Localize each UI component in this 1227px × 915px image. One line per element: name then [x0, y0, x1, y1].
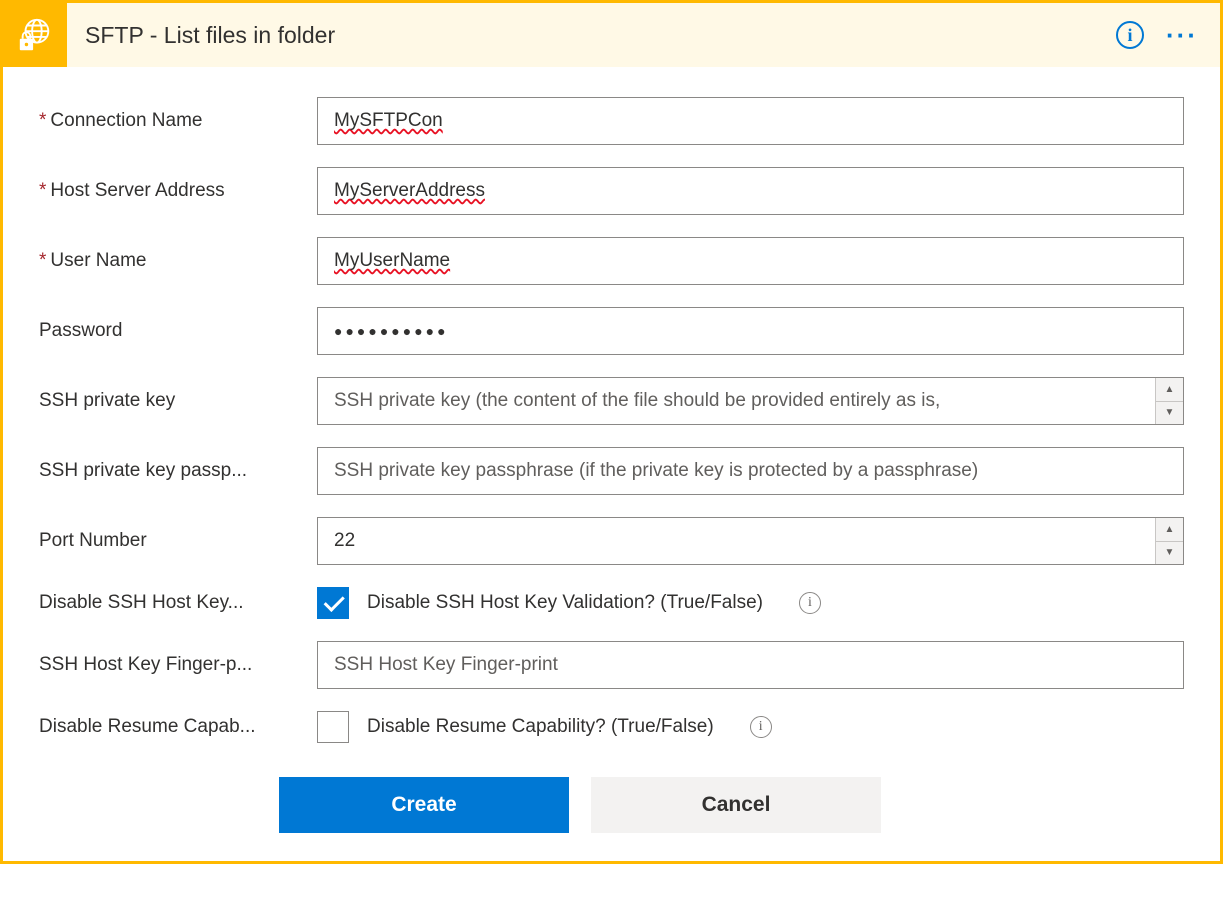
fingerprint-input[interactable]: [317, 641, 1184, 689]
disable-resume-checkbox[interactable]: [317, 711, 349, 743]
ssh-key-label: SSH private key: [39, 390, 317, 412]
port-spinner[interactable]: ▲ ▼: [1155, 518, 1183, 564]
connection-name-label: Connection Name: [39, 110, 317, 132]
footer-actions: Create Cancel: [39, 777, 1184, 833]
card-body: Connection Name MySFTPCon Host Server Ad…: [3, 67, 1220, 861]
create-button[interactable]: Create: [279, 777, 569, 833]
disable-resume-desc: Disable Resume Capability? (True/False): [367, 716, 714, 738]
chevron-down-icon[interactable]: ▼: [1156, 542, 1183, 565]
password-input[interactable]: ●●●●●●●●●●: [317, 307, 1184, 355]
disable-hostkey-label: Disable SSH Host Key...: [39, 592, 317, 614]
globe-lock-icon: [16, 16, 54, 54]
ssh-key-input[interactable]: [317, 377, 1184, 425]
port-label: Port Number: [39, 530, 317, 552]
password-label: Password: [39, 320, 317, 342]
disable-hostkey-desc: Disable SSH Host Key Validation? (True/F…: [367, 592, 763, 614]
disable-hostkey-checkbox[interactable]: [317, 587, 349, 619]
port-input[interactable]: [317, 517, 1184, 565]
ssh-key-pass-label: SSH private key passp...: [39, 460, 317, 482]
user-name-input[interactable]: MyUserName: [317, 237, 1184, 285]
disable-resume-label: Disable Resume Capab...: [39, 716, 317, 738]
info-icon[interactable]: i: [1116, 21, 1144, 49]
user-name-label: User Name: [39, 250, 317, 272]
chevron-up-icon[interactable]: ▲: [1156, 518, 1183, 542]
info-hint-icon[interactable]: i: [799, 592, 821, 614]
connector-icon-tile: [3, 3, 67, 67]
sftp-connector-card: SFTP - List files in folder i ··· Connec…: [0, 0, 1223, 864]
host-server-input[interactable]: MyServerAddress: [317, 167, 1184, 215]
connection-name-input[interactable]: MySFTPCon: [317, 97, 1184, 145]
chevron-down-icon[interactable]: ▼: [1156, 402, 1183, 425]
info-hint-icon[interactable]: i: [750, 716, 772, 738]
cancel-button[interactable]: Cancel: [591, 777, 881, 833]
card-header: SFTP - List files in folder i ···: [3, 3, 1220, 67]
card-title: SFTP - List files in folder: [67, 22, 1116, 49]
ssh-key-pass-input[interactable]: [317, 447, 1184, 495]
ssh-key-scroll[interactable]: ▲ ▼: [1155, 378, 1183, 424]
more-menu-icon[interactable]: ···: [1166, 29, 1198, 42]
chevron-up-icon[interactable]: ▲: [1156, 378, 1183, 402]
host-server-label: Host Server Address: [39, 180, 317, 202]
fingerprint-label: SSH Host Key Finger-p...: [39, 654, 317, 676]
